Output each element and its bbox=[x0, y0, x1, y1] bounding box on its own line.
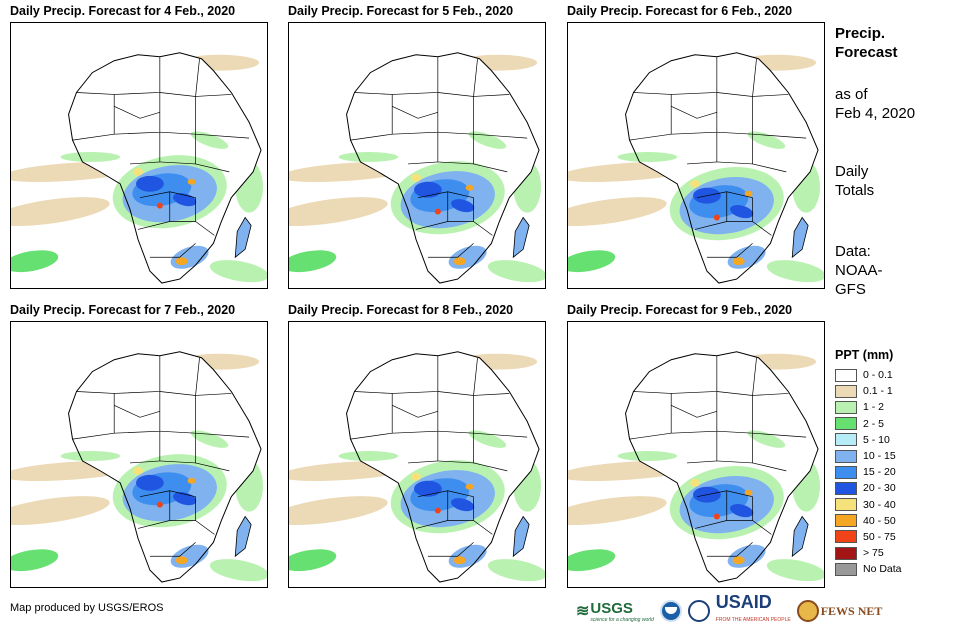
panel-title-4: Daily Precip. Forecast for 7 Feb., 2020 bbox=[10, 303, 236, 317]
legend-item: 20 - 30 bbox=[835, 480, 902, 496]
legend-swatch bbox=[835, 546, 857, 560]
sidebar-heading-line2: Forecast bbox=[835, 44, 898, 61]
legend-item: 10 - 15 bbox=[835, 448, 902, 464]
map-panel-4 bbox=[10, 321, 268, 588]
legend-item: 50 - 75 bbox=[835, 529, 902, 545]
fews-globe-icon bbox=[796, 600, 819, 622]
sidebar-totals-line1: Daily bbox=[835, 163, 869, 180]
legend-swatch bbox=[835, 449, 857, 463]
legend-title: PPT (mm) bbox=[835, 348, 894, 362]
legend-label: No Data bbox=[863, 563, 902, 576]
legend-swatch bbox=[835, 433, 857, 447]
legend-swatch bbox=[835, 368, 857, 382]
map-panel-2 bbox=[288, 22, 546, 289]
partner-logos: ≋ USGS science for a changing world USAID… bbox=[576, 593, 882, 629]
sidebar-heading-line1: Precip. bbox=[835, 25, 886, 42]
legend-label: > 75 bbox=[863, 547, 884, 560]
usgs-logo-text: USGS bbox=[590, 599, 633, 617]
fews-logo-text: FEWS NET bbox=[820, 603, 883, 618]
map-panel-5 bbox=[288, 321, 546, 588]
legend-item: 0 - 0.1 bbox=[835, 367, 902, 383]
sidebar-totals-line2: Totals bbox=[835, 182, 875, 199]
noaa-logo-icon bbox=[659, 600, 682, 622]
legend-item: 1 - 2 bbox=[835, 399, 902, 415]
legend-swatch bbox=[835, 417, 857, 431]
usaid-tagline: FROM THE AMERICAN PEOPLE bbox=[715, 617, 791, 623]
legend-item: 15 - 20 bbox=[835, 464, 902, 480]
legend-label: 2 - 5 bbox=[863, 417, 885, 430]
legend-label: 30 - 40 bbox=[863, 498, 896, 511]
fews-net-logo: FEWS NET bbox=[796, 600, 883, 622]
footer-credit: Map produced by USGS/EROS bbox=[10, 602, 164, 614]
map-panel-1 bbox=[10, 22, 268, 289]
map-panel-3 bbox=[567, 22, 825, 289]
panel-title-5: Daily Precip. Forecast for 8 Feb., 2020 bbox=[288, 303, 514, 317]
legend-label: 1 - 2 bbox=[863, 401, 885, 414]
legend-label: 5 - 10 bbox=[863, 433, 890, 446]
legend-label: 40 - 50 bbox=[863, 514, 896, 527]
usaid-logo-text: USAID bbox=[715, 592, 772, 612]
legend-swatch bbox=[835, 514, 857, 528]
sidebar-data-line3: GFS bbox=[835, 281, 866, 298]
legend-label: 10 - 15 bbox=[863, 450, 896, 463]
legend: 0 - 0.1 0.1 - 1 1 - 2 2 - 5 5 - 10 10 - 15 15 … bbox=[835, 367, 902, 577]
legend-swatch bbox=[835, 465, 857, 479]
legend-label: 0 - 0.1 bbox=[863, 369, 893, 382]
legend-label: 15 - 20 bbox=[863, 466, 896, 479]
panel-title-1: Daily Precip. Forecast for 4 Feb., 2020 bbox=[10, 4, 236, 18]
legend-item: 40 - 50 bbox=[835, 513, 902, 529]
sidebar-data-line1: Data: bbox=[835, 243, 871, 260]
legend-item: 0.1 - 1 bbox=[835, 383, 902, 399]
panel-title-2: Daily Precip. Forecast for 5 Feb., 2020 bbox=[288, 4, 514, 18]
legend-item: 2 - 5 bbox=[835, 416, 902, 432]
panel-title-3: Daily Precip. Forecast for 6 Feb., 2020 bbox=[567, 4, 793, 18]
legend-swatch bbox=[835, 400, 857, 414]
sidebar-asof-line1: as of bbox=[835, 86, 868, 103]
legend-label: 50 - 75 bbox=[863, 530, 896, 543]
sidebar-data-line2: NOAA- bbox=[835, 262, 883, 279]
usgs-logo: ≋ USGS science for a changing world bbox=[576, 599, 654, 623]
usgs-tagline: science for a changing world bbox=[590, 616, 654, 623]
legend-swatch bbox=[835, 562, 857, 576]
usaid-logo: USAID FROM THE AMERICAN PEOPLE bbox=[716, 593, 791, 629]
panel-title-6: Daily Precip. Forecast for 9 Feb., 2020 bbox=[567, 303, 793, 317]
legend-swatch bbox=[835, 384, 857, 398]
legend-item: No Data bbox=[835, 561, 902, 577]
legend-item: > 75 bbox=[835, 545, 902, 561]
legend-swatch bbox=[835, 530, 857, 544]
legend-item: 5 - 10 bbox=[835, 432, 902, 448]
legend-swatch bbox=[835, 498, 857, 512]
map-panel-6 bbox=[567, 321, 825, 588]
seal-logo-icon bbox=[687, 600, 710, 622]
legend-label: 20 - 30 bbox=[863, 482, 896, 495]
legend-label: 0.1 - 1 bbox=[863, 385, 893, 398]
legend-swatch bbox=[835, 481, 857, 495]
legend-item: 30 - 40 bbox=[835, 497, 902, 513]
sidebar-asof-line2: Feb 4, 2020 bbox=[835, 105, 916, 122]
